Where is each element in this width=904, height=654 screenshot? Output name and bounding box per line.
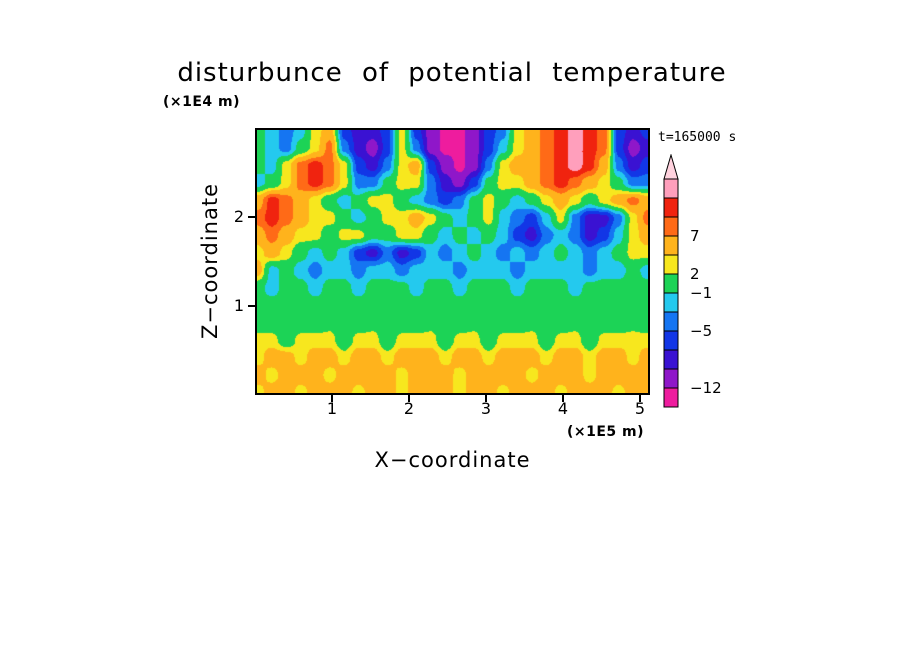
x-axis-tick [562, 395, 564, 402]
x-axis-tick [639, 395, 641, 402]
y-tick-label: 1 [233, 296, 244, 315]
colorbar-segment [663, 273, 679, 294]
colorbar-overflow-arrow [663, 154, 679, 180]
colorbar-segment [663, 254, 679, 275]
x-tick-label: 5 [634, 399, 646, 418]
x-axis-tick [331, 395, 333, 402]
contour-heatmap [257, 130, 648, 393]
x-tick-label: 3 [480, 399, 492, 418]
x-tick-label: 1 [326, 399, 338, 418]
colorbar-segment [663, 330, 679, 351]
y-axis-unit-label: (×1E4 m) [163, 94, 241, 110]
plot-area [255, 128, 650, 395]
colorbar-segment [663, 178, 679, 199]
colorbar-label: −12 [690, 379, 722, 397]
y-axis-tick [248, 216, 255, 218]
colorbar-label: −5 [690, 322, 713, 340]
colorbar-segment [663, 216, 679, 237]
x-axis-tick [485, 395, 487, 402]
colorbar-label: 7 [690, 227, 700, 245]
colorbar-segment [663, 235, 679, 256]
colorbar-segment [663, 311, 679, 332]
y-tick-label: 2 [233, 207, 244, 226]
y-axis-title: Z−coordinate [198, 183, 222, 339]
colorbar-label: −1 [690, 284, 713, 302]
x-tick-label: 2 [403, 399, 415, 418]
chart-title: disturbunce of potential temperature [177, 58, 727, 88]
colorbar-segment [663, 387, 679, 408]
colorbar-segment [663, 292, 679, 313]
colorbar-segment [663, 349, 679, 370]
x-axis-tick [408, 395, 410, 402]
y-axis-tick [248, 305, 255, 307]
x-axis-unit-label: (×1E5 m) [567, 424, 645, 440]
colorbar-label: 2 [690, 265, 700, 283]
x-tick-label: 4 [557, 399, 569, 418]
colorbar-segment [663, 197, 679, 218]
colorbar-segment [663, 368, 679, 389]
time-label: t=165000 s [658, 130, 737, 145]
colorbar [663, 154, 679, 408]
x-axis-title: X−coordinate [374, 448, 531, 472]
